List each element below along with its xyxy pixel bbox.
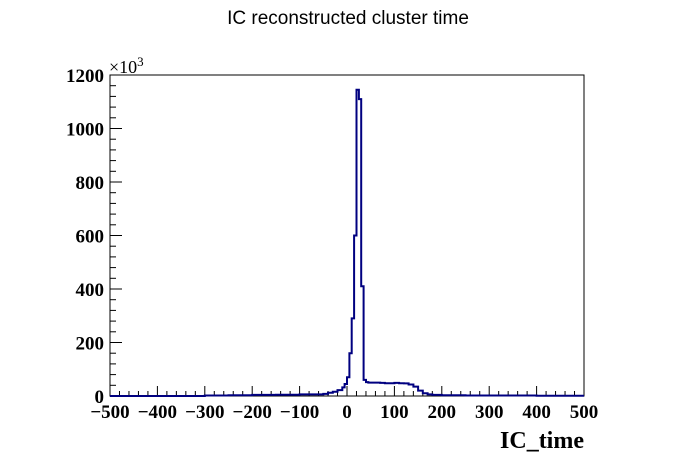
y-axis: 0 200 400 600 800 1000 1200 <box>66 66 122 408</box>
x-tick-label: −300 <box>185 402 224 423</box>
x-tick-label: −400 <box>138 402 177 423</box>
y-tick-label: 1000 <box>66 120 104 141</box>
x-tick-label: −100 <box>280 402 319 423</box>
x-tick-label: −500 <box>90 402 129 423</box>
plot-area-border <box>109 74 585 397</box>
x-axis: −500 −400 −300 −200 −100 0 100 200 300 400 500 <box>90 386 598 423</box>
y-tick-label: 400 <box>76 280 105 301</box>
histogram-series-line <box>110 88 584 397</box>
y-tick-label: 1200 <box>66 66 104 87</box>
x-tick-label: 100 <box>380 402 409 423</box>
x-tick-label: 200 <box>428 402 457 423</box>
y-tick-label: 800 <box>76 173 105 194</box>
y-tick-label: 0 <box>95 387 105 408</box>
x-tick-label: 500 <box>570 402 599 423</box>
x-tick-label: 0 <box>342 402 352 423</box>
x-tick-label: 400 <box>522 402 551 423</box>
chart-title: IC reconstructed cluster time <box>227 8 469 29</box>
y-tick-label: 200 <box>76 334 105 355</box>
y-tick-label: 600 <box>76 227 105 248</box>
y-axis-multiplier: ×103 <box>109 54 144 77</box>
x-tick-label: 300 <box>475 402 504 423</box>
x-tick-label: −200 <box>233 402 272 423</box>
plot-frame <box>109 74 585 397</box>
x-axis-label: IC_time <box>500 428 584 454</box>
